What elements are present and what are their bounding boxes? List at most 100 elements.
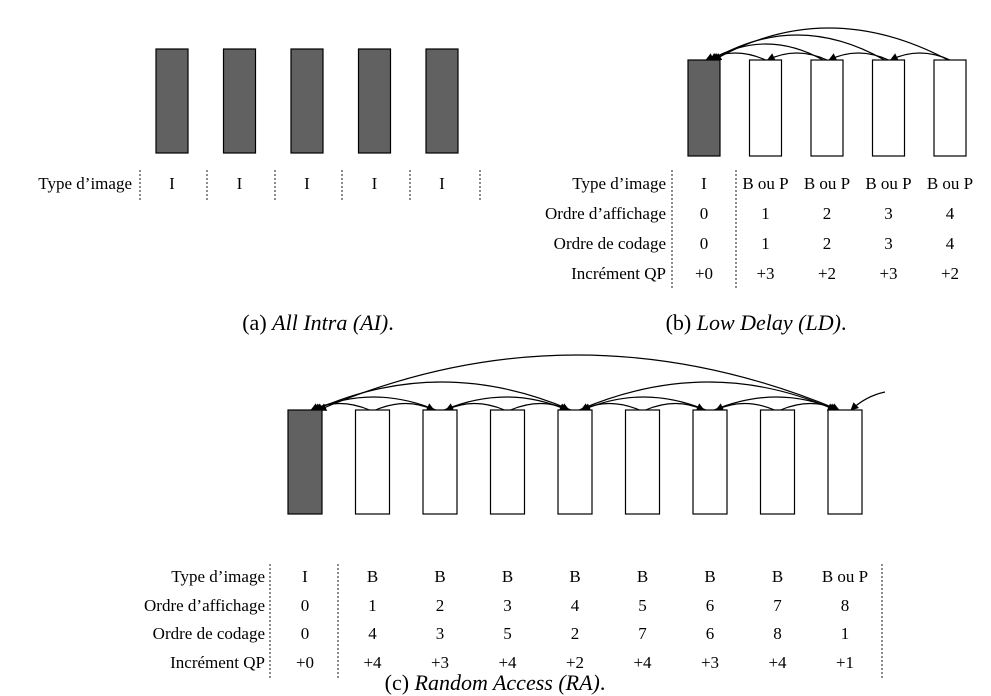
ld-cell-r1-c0: 0 (700, 204, 709, 223)
ra-cell-r0-c0: I (302, 567, 308, 586)
ra-arrow-7-to-6 (715, 402, 775, 411)
ra-cell-r1-c1: 1 (368, 596, 377, 615)
ra-cell-r2-c2: 3 (436, 624, 445, 643)
ra-cell-r2-c3: 5 (503, 624, 512, 643)
ld-cell-r0-c0: I (701, 174, 707, 193)
ra-cell-r3-c8: +1 (836, 653, 854, 672)
ld-cell-r0-c4: B ou P (927, 174, 973, 193)
ld-table: Type d’image Ordre d’affichage Ordre de … (545, 174, 973, 283)
ld-arrow-long-4 (713, 27, 949, 61)
ra-cell-r1-c8: 8 (841, 596, 850, 615)
ld-arrow-short-2 (766, 52, 828, 61)
ld-frame-2-inter (810, 59, 844, 157)
ra-frame-0-intra (287, 409, 323, 515)
ai-cell-r0-c4: I (439, 174, 445, 193)
ai-cell-r0-c3: I (372, 174, 378, 193)
ra-cell-r0-c1: B (367, 567, 378, 586)
ra-cell-r2-c8: 1 (841, 624, 850, 643)
ra-frame-5-inter (624, 409, 661, 515)
ld-frames (687, 59, 967, 157)
ra-cell-r2-c4: 2 (571, 624, 580, 643)
ai-frame-1-intra (222, 48, 257, 154)
ai-frame-3-intra (357, 48, 392, 154)
ai-separators (139, 170, 481, 200)
ld-cell-r3-c1: +3 (756, 264, 774, 283)
ra-cell-r1-c3: 3 (503, 596, 512, 615)
ra-cell-r0-c5: B (637, 567, 648, 586)
ra-cell-r1-c0: 0 (301, 596, 310, 615)
ra-arrow-5-to-6 (645, 402, 705, 411)
ld-cell-r2-c1: 1 (761, 234, 770, 253)
ai-frame-2-intra (290, 48, 324, 154)
ra-row-label-coding-order: Ordre de codage (153, 624, 265, 643)
ra-cell-r3-c4: +2 (566, 653, 584, 672)
ld-cell-r1-c3: 3 (884, 204, 893, 223)
ra-cell-r0-c4: B (569, 567, 580, 586)
ld-cell-r2-c0: 0 (700, 234, 709, 253)
ai-cell-r0-c0: I (169, 174, 175, 193)
ra-frame-4-inter (557, 409, 593, 515)
ra-arrow-6-to-4 (582, 396, 707, 411)
ld-cell-r0-c2: B ou P (804, 174, 850, 193)
ra-row-label-qp-increment: Incrément QP (170, 653, 265, 672)
ra-cell-r1-c4: 4 (571, 596, 580, 615)
ra-table: Type d’image Ordre d’affichage Ordre de … (144, 567, 868, 672)
ra-frames (287, 409, 863, 515)
panel-random-access: Type d’image Ordre d’affichage Ordre de … (144, 354, 886, 695)
ai-caption: (a) All Intra (AI). (242, 310, 394, 335)
ld-frame-1-inter (748, 59, 783, 157)
ra-cell-r2-c6: 6 (706, 624, 715, 643)
ra-cell-r1-c6: 6 (706, 596, 715, 615)
ra-arrow-8-to-0 (318, 354, 840, 411)
ai-table: Type d’image I I I I I (38, 174, 445, 193)
ld-cell-r2-c3: 3 (884, 234, 893, 253)
ra-cell-r1-c7: 7 (773, 596, 782, 615)
ld-cell-r1-c4: 4 (946, 204, 955, 223)
ld-caption: (b) Low Delay (LD). (666, 310, 847, 335)
ld-arrow-long-3 (711, 34, 885, 61)
ld-row-label-qp-increment: Incrément QP (571, 264, 666, 283)
ld-arrow-short-3 (828, 52, 889, 61)
ra-frame-6-inter (692, 409, 728, 515)
ld-row-label-type: Type d’image (572, 174, 666, 193)
ai-cell-r0-c2: I (304, 174, 310, 193)
ld-row-label-display-order: Ordre d’affichage (545, 204, 666, 223)
ai-frame-4-intra (425, 48, 459, 154)
ra-cell-r3-c2: +3 (431, 653, 449, 672)
ra-caption: (c) Random Access (RA). (385, 670, 606, 695)
ra-cell-r2-c1: 4 (368, 624, 377, 643)
ai-cell-r0-c1: I (237, 174, 243, 193)
ra-cell-r2-c5: 7 (638, 624, 647, 643)
ld-cell-r3-c4: +2 (941, 264, 959, 283)
ra-cell-r3-c6: +3 (701, 653, 719, 672)
ld-cell-r3-c3: +3 (879, 264, 897, 283)
ld-frame-4-inter (933, 59, 967, 157)
ra-arrow-4-to-0 (314, 381, 572, 411)
panel-low-delay: Type d’image Ordre d’affichage Ordre de … (545, 27, 973, 335)
ra-cell-r2-c7: 8 (773, 624, 782, 643)
ai-row-label-type: Type d’image (38, 174, 132, 193)
ra-cell-r3-c1: +4 (363, 653, 382, 672)
ra-cell-r0-c6: B (704, 567, 715, 586)
ra-cell-r3-c5: +4 (633, 653, 652, 672)
ld-cell-r3-c0: +0 (695, 264, 713, 283)
ld-row-label-coding-order: Ordre de codage (554, 234, 666, 253)
ra-frame-3-inter (489, 409, 526, 515)
ra-frame-1-inter (354, 409, 391, 515)
ra-arrow-4-to-8 (578, 381, 836, 411)
ld-cell-r1-c1: 1 (761, 204, 770, 223)
ai-frame-0-intra (155, 48, 189, 154)
ra-cell-r0-c7: B (772, 567, 783, 586)
ra-arrow-2-to-4 (443, 396, 568, 411)
ra-cell-r3-c7: +4 (768, 653, 787, 672)
ld-frame-0-intra (687, 59, 721, 157)
ld-cell-r2-c2: 2 (823, 234, 832, 253)
ra-cell-r0-c3: B (502, 567, 513, 586)
ra-separators (269, 564, 883, 678)
ra-frame-2-inter (422, 409, 458, 515)
ra-arrow-1-to-2 (375, 402, 435, 411)
ra-cell-r2-c0: 0 (301, 624, 310, 643)
ld-cell-r3-c2: +2 (818, 264, 836, 283)
ra-cell-r1-c5: 5 (638, 596, 647, 615)
